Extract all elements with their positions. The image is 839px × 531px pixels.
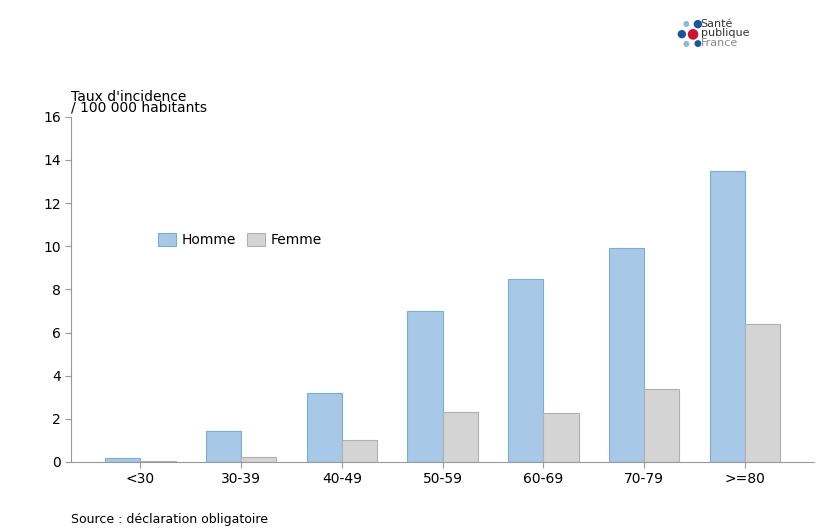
Bar [609,249,644,462]
Bar [105,458,140,462]
Legend: Homme, Femme: Homme, Femme [153,227,327,253]
Text: ●: ● [683,39,690,47]
Text: publique: publique [701,29,749,38]
Bar [508,279,544,462]
Bar [407,311,443,462]
Text: ●: ● [692,19,702,29]
Bar [644,389,680,462]
Bar [710,171,745,462]
Bar [241,457,276,462]
Text: ●: ● [683,20,690,28]
Bar [341,440,377,462]
Bar [306,393,341,462]
Text: ●: ● [686,27,698,40]
Text: / 100 000 habitants: / 100 000 habitants [71,100,207,114]
Text: ●: ● [693,39,701,47]
Bar [544,414,579,462]
Text: Taux d'incidence: Taux d'incidence [71,90,187,104]
Bar [745,324,780,462]
Text: ●: ● [676,29,686,38]
Bar [443,413,478,462]
Text: Santé: Santé [701,19,733,29]
Bar [140,461,175,462]
Text: France: France [701,38,737,48]
Bar [206,431,241,462]
Text: Source : déclaration obligatoire: Source : déclaration obligatoire [71,513,268,526]
